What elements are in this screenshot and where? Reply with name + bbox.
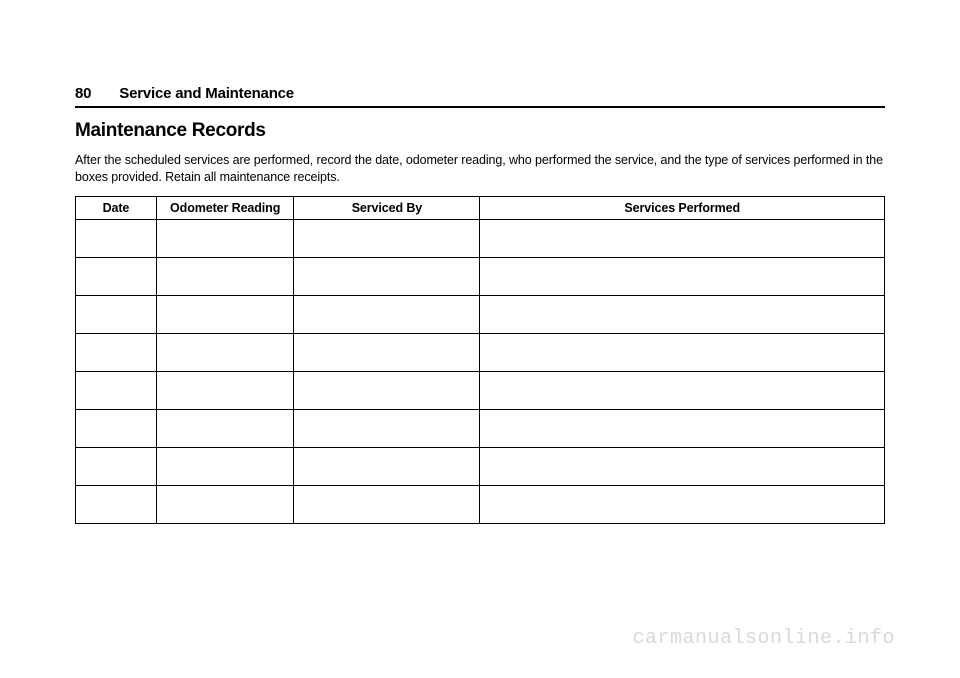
table-row bbox=[76, 485, 885, 523]
document-page: 80 Service and Maintenance Maintenance R… bbox=[0, 0, 960, 524]
chapter-title: Service and Maintenance bbox=[119, 85, 294, 102]
col-header-services-performed: Services Performed bbox=[480, 196, 885, 219]
watermark: carmanualsonline.info bbox=[632, 627, 895, 650]
col-header-serviced-by: Serviced By bbox=[294, 196, 480, 219]
section-title: Maintenance Records bbox=[75, 120, 885, 142]
section-description: After the scheduled services are perform… bbox=[75, 152, 885, 186]
page-header: 80 Service and Maintenance bbox=[75, 85, 885, 108]
page-number: 80 bbox=[75, 85, 91, 102]
table-row bbox=[76, 257, 885, 295]
table-row bbox=[76, 447, 885, 485]
table-row bbox=[76, 333, 885, 371]
col-header-odometer: Odometer Reading bbox=[156, 196, 294, 219]
table-row bbox=[76, 409, 885, 447]
table-body bbox=[76, 219, 885, 523]
table-row bbox=[76, 371, 885, 409]
col-header-date: Date bbox=[76, 196, 157, 219]
table-row bbox=[76, 219, 885, 257]
maintenance-records-table: Date Odometer Reading Serviced By Servic… bbox=[75, 196, 885, 524]
table-header-row: Date Odometer Reading Serviced By Servic… bbox=[76, 196, 885, 219]
table-row bbox=[76, 295, 885, 333]
